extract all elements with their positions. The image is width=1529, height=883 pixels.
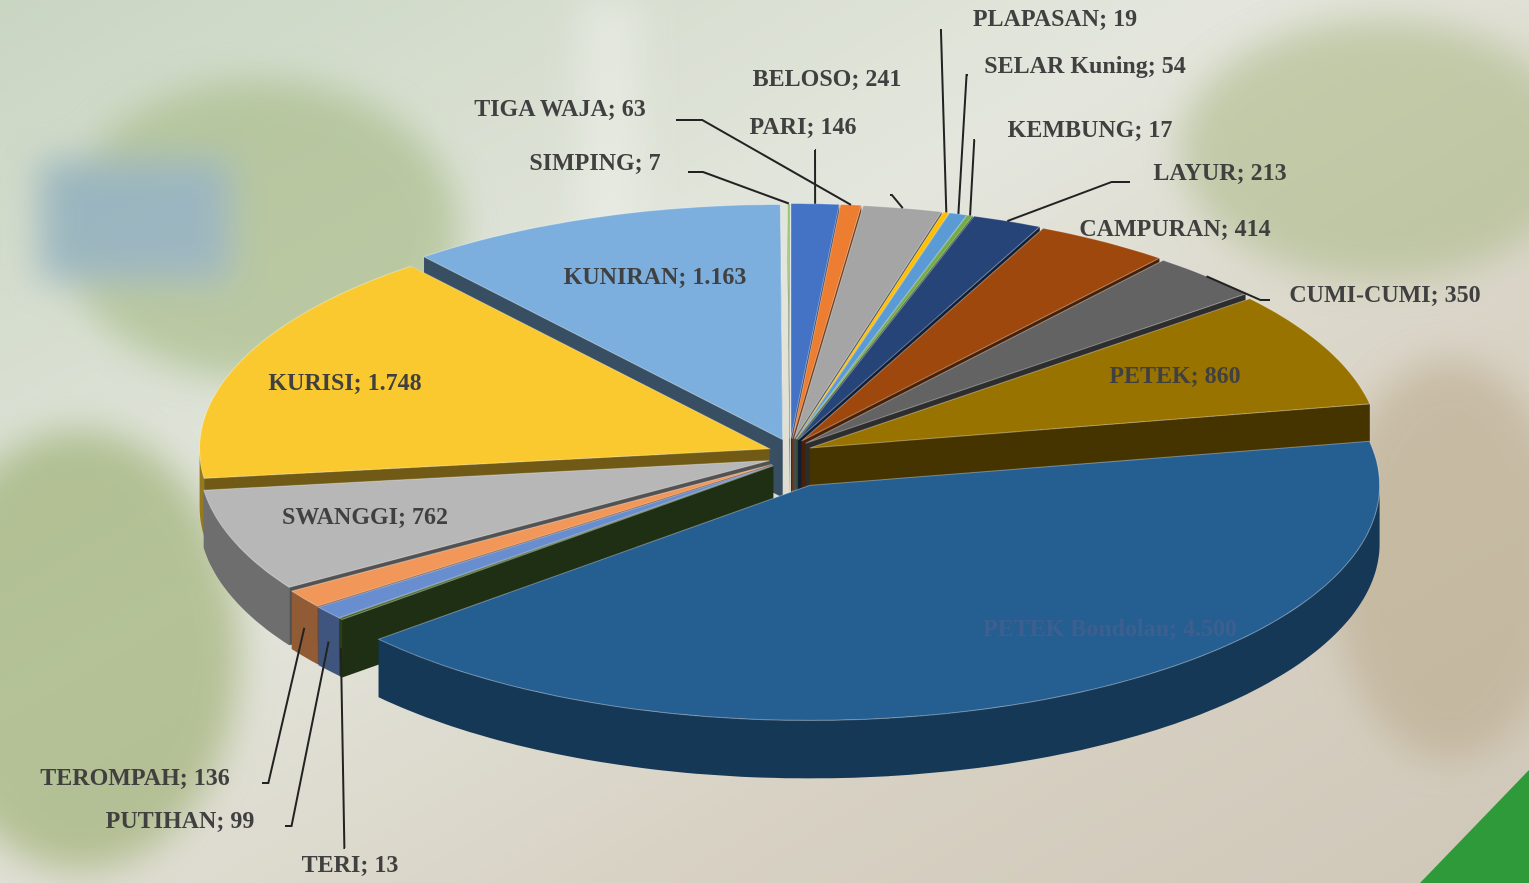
value-label: 54 <box>1162 53 1186 79</box>
category-name: CUMI-CUMI <box>1289 282 1430 308</box>
data-label: TEROMPAH; 136 <box>40 765 230 791</box>
category-name: BELOSO <box>753 66 852 92</box>
value-label: 4.500 <box>1183 616 1237 642</box>
label-separator: ; <box>806 114 820 140</box>
label-separator: ; <box>398 504 412 530</box>
value-label: 13 <box>374 852 398 878</box>
value-label: 1.163 <box>692 264 746 290</box>
category-name: SELAR Kuning <box>984 53 1147 79</box>
label-separator: ; <box>678 264 692 290</box>
label-separator: ; <box>1134 117 1148 143</box>
value-label: 414 <box>1235 216 1271 242</box>
value-label: 213 <box>1251 160 1287 186</box>
label-separator: ; <box>1221 216 1235 242</box>
value-label: 7 <box>649 150 661 176</box>
category-name: SWANGGI <box>282 504 398 530</box>
data-label: CUMI-CUMI; 350 <box>1289 282 1480 308</box>
value-label: 762 <box>412 504 448 530</box>
label-separator: ; <box>1191 363 1205 389</box>
category-name: SIMPING <box>529 150 635 176</box>
label-separator: ; <box>180 765 194 791</box>
data-label: PETEK Bondolan; 4.500 <box>983 616 1237 642</box>
data-label: KURISI; 1.748 <box>268 370 421 396</box>
data-label: SELAR Kuning; 54 <box>984 53 1185 79</box>
label-separator: ; <box>635 150 649 176</box>
label-separator: ; <box>1169 616 1183 642</box>
value-label: 99 <box>230 808 254 834</box>
category-name: TIGA WAJA <box>474 96 608 122</box>
page: {"chart_data": {"type": "pie3d", "label_… <box>0 0 1529 883</box>
category-name: PUTIHAN <box>106 808 217 834</box>
data-label: KUNIRAN; 1.163 <box>564 264 747 290</box>
value-label: 146 <box>820 114 856 140</box>
data-label: PLAPASAN; 19 <box>973 6 1137 32</box>
category-name: PARI <box>750 114 807 140</box>
value-label: 860 <box>1205 363 1241 389</box>
data-label: PETEK; 860 <box>1109 363 1240 389</box>
value-label: 19 <box>1113 6 1137 32</box>
category-name: KUNIRAN <box>564 264 679 290</box>
data-label: TIGA WAJA; 63 <box>474 96 646 122</box>
category-name: CAMPURAN <box>1079 216 1221 242</box>
data-label: SWANGGI; 762 <box>282 504 448 530</box>
data-label: SIMPING; 7 <box>529 150 660 176</box>
value-label: 241 <box>865 66 901 92</box>
label-separator: ; <box>360 852 374 878</box>
value-label: 63 <box>622 96 646 122</box>
slice-side <box>319 607 340 676</box>
value-label: 350 <box>1445 282 1481 308</box>
label-separator: ; <box>1099 6 1113 32</box>
category-name: KEMBUNG <box>1008 117 1135 143</box>
value-label: 136 <box>194 765 230 791</box>
data-label: KEMBUNG; 17 <box>1008 117 1173 143</box>
label-separator: ; <box>851 66 865 92</box>
data-label: BELOSO; 241 <box>753 66 902 92</box>
data-label: PARI; 146 <box>750 114 857 140</box>
category-name: PETEK Bondolan <box>983 616 1169 642</box>
label-separator: ; <box>354 370 368 396</box>
label-separator: ; <box>1148 53 1162 79</box>
value-label: 17 <box>1148 117 1172 143</box>
label-separator: ; <box>1431 282 1445 308</box>
category-name: KURISI <box>268 370 353 396</box>
label-separator: ; <box>608 96 622 122</box>
category-name: PETEK <box>1109 363 1191 389</box>
label-separator: ; <box>1237 160 1251 186</box>
category-name: LAYUR <box>1153 160 1237 186</box>
data-label: PUTIHAN; 99 <box>106 808 255 834</box>
data-label: TERI; 13 <box>302 852 399 878</box>
chart: PARI; 146 TIGA WAJA; 63 BELOSO; 241 PLAPASA… <box>0 0 1529 883</box>
value-label: 1.748 <box>368 370 422 396</box>
category-name: PLAPASAN <box>973 6 1100 32</box>
label-separator: ; <box>216 808 230 834</box>
data-label: LAYUR; 213 <box>1153 160 1286 186</box>
category-name: TERI <box>302 852 361 878</box>
data-label: CAMPURAN; 414 <box>1079 216 1270 242</box>
category-name: TEROMPAH <box>40 765 180 791</box>
